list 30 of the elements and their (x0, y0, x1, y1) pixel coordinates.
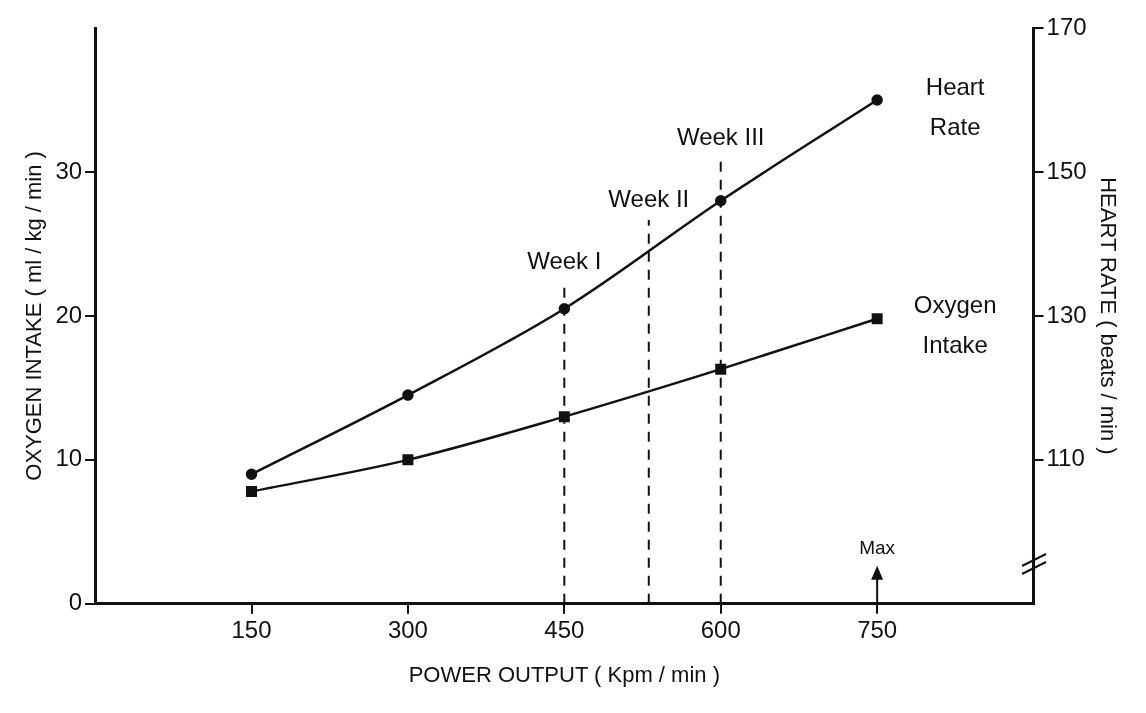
ref-line-label: Week I (527, 246, 602, 274)
point (245, 468, 258, 480)
x-axis-title: POWER OUTPUT ( Kpm / min ) (408, 661, 720, 687)
y2-tick-label: 150 (1046, 156, 1087, 184)
point (715, 363, 727, 375)
series-label: Oxygen Intake (913, 291, 997, 359)
point (402, 389, 414, 401)
y2-tick-label: 110 (1046, 444, 1085, 472)
x-tick-label: 300 (387, 615, 428, 643)
y2-tick-label: 130 (1046, 300, 1087, 328)
ref-line-label: Week III (676, 122, 765, 150)
x-tick-label: 750 (857, 615, 898, 643)
x-tick-label: 450 (544, 615, 585, 643)
y-tick-label: 20 (55, 300, 83, 328)
point (871, 94, 883, 106)
y-tick-label: 10 (55, 444, 83, 472)
ref-line-label: Week II (608, 184, 690, 212)
point (558, 411, 570, 423)
point (246, 486, 257, 498)
point (871, 313, 883, 325)
y-tick-label: 30 (55, 156, 83, 184)
y-axis-title: OXYGEN INTAKE ( ml / kg / min ) (21, 151, 47, 481)
y-tick-label: 0 (68, 588, 83, 616)
point (402, 454, 414, 466)
annotation: Max (859, 536, 896, 558)
y2-tick-label: 170 (1046, 12, 1087, 40)
y2-axis-title: HEART RATE ( beats / min ) (1095, 177, 1121, 455)
series-label: Heart Rate (925, 72, 985, 140)
x-tick-label: 600 (700, 615, 741, 643)
x-tick-label: 150 (231, 615, 272, 643)
